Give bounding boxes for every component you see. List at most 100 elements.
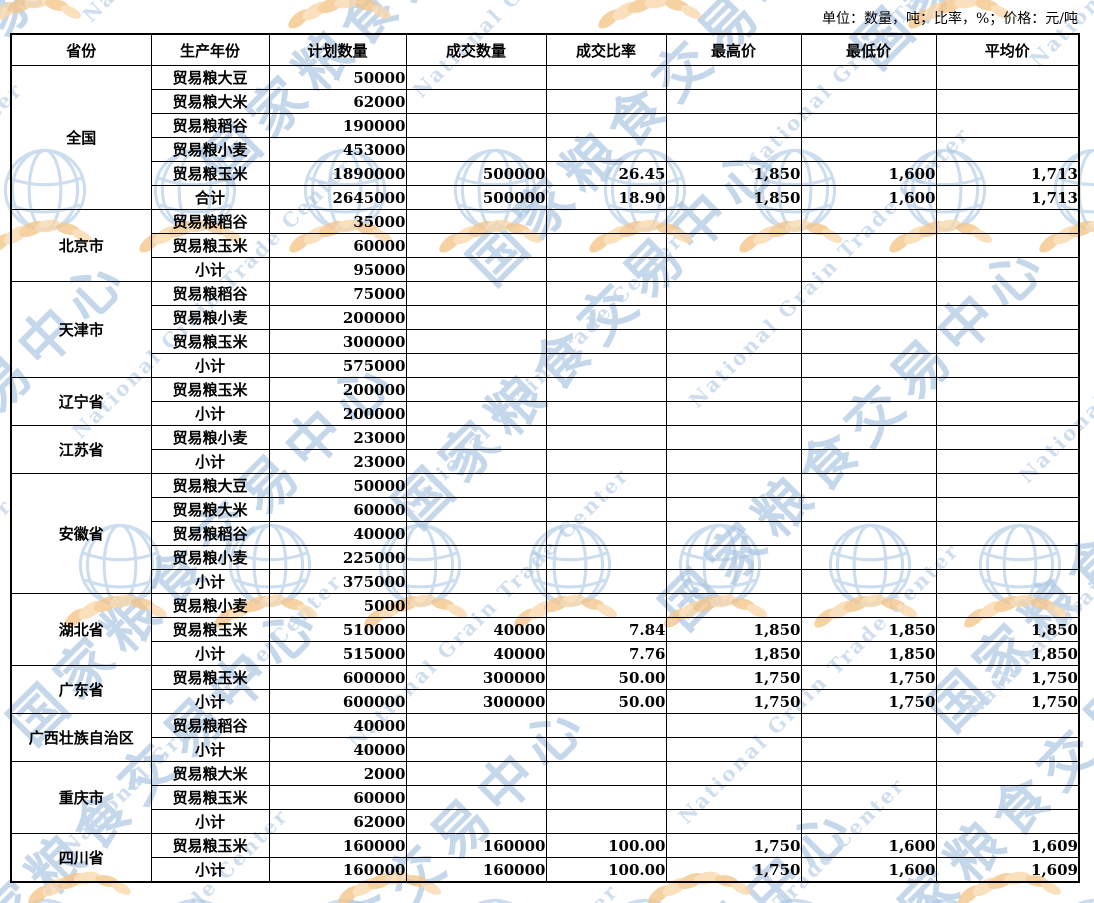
province-cell: 重庆市 [10, 761, 152, 834]
table-row: 贸易粮小麦 453000 [11, 137, 1080, 162]
table-row: 小计 200000 [11, 401, 1080, 426]
value-cell: 1,600 [800, 161, 937, 186]
value-cell [545, 809, 667, 834]
value-cell [665, 377, 802, 402]
value-cell: 1,750 [800, 665, 937, 690]
value-cell [405, 737, 547, 762]
value-cell [545, 377, 667, 402]
value-cell: 75000 [268, 281, 407, 306]
grain-type-cell: 贸易粮大米 [150, 497, 270, 522]
value-cell: 1,850 [665, 641, 802, 666]
province-cell: 湖北省 [10, 593, 152, 666]
grain-type-cell: 贸易粮玉米 [150, 833, 270, 858]
value-cell: 50.00 [545, 665, 667, 690]
value-cell: 500000 [405, 185, 547, 210]
value-cell: 2000 [268, 761, 407, 786]
value-cell: 62000 [268, 89, 407, 114]
value-cell [665, 209, 802, 234]
column-header: 省份 [10, 33, 152, 66]
value-cell: 1,850 [935, 617, 1080, 642]
grain-table: 省份 生产年份 计划数量 成交数量 成交比率 最高价 最低价 平均价 全国 贸易粮大豆 50000… [10, 33, 1080, 883]
grain-type-cell: 贸易粮小麦 [150, 425, 270, 450]
value-cell [545, 521, 667, 546]
value-cell [405, 401, 547, 426]
globe-icon [751, 896, 839, 903]
value-cell [935, 89, 1080, 114]
column-header: 最高价 [665, 33, 802, 66]
value-cell [545, 761, 667, 786]
value-cell [665, 305, 802, 330]
value-cell: 1,713 [935, 185, 1080, 210]
value-cell [935, 377, 1080, 402]
value-cell: 1,850 [935, 641, 1080, 666]
value-cell [405, 521, 547, 546]
province-cell: 安徽省 [10, 473, 152, 594]
table-row: 贸易粮大米 60000 [11, 497, 1080, 522]
value-cell: 5000 [268, 593, 407, 618]
value-cell: 600000 [268, 665, 407, 690]
value-cell [935, 761, 1080, 786]
value-cell: 62000 [268, 809, 407, 834]
grain-type-cell: 贸易粮稻谷 [150, 521, 270, 546]
column-header: 成交比率 [545, 33, 667, 66]
value-cell [800, 329, 937, 354]
value-cell [405, 425, 547, 450]
table-row: 小计 600000 300000 50.00 1,750 1,750 1,750 [11, 689, 1080, 714]
value-cell [935, 449, 1080, 474]
value-cell [405, 137, 547, 162]
value-cell [935, 353, 1080, 378]
value-cell: 160000 [268, 857, 407, 883]
value-cell [800, 281, 937, 306]
value-cell [665, 401, 802, 426]
value-cell [405, 377, 547, 402]
province-cell: 天津市 [10, 281, 152, 378]
value-cell [800, 89, 937, 114]
value-cell [545, 281, 667, 306]
value-cell [935, 713, 1080, 738]
grain-type-cell: 贸易粮大豆 [150, 473, 270, 498]
value-cell: 7.84 [545, 617, 667, 642]
value-cell [935, 809, 1080, 834]
table-row: 天津市 贸易粮稻谷 75000 [10, 281, 1080, 378]
value-cell: 35000 [268, 209, 407, 234]
value-cell [665, 809, 802, 834]
grain-type-cell: 小计 [150, 353, 270, 378]
table-row: 贸易粮玉米 300000 [11, 329, 1080, 354]
table-row: 小计 23000 [11, 449, 1080, 474]
value-cell: 60000 [268, 785, 407, 810]
value-cell [800, 257, 937, 282]
grain-type-cell: 贸易粮玉米 [150, 377, 270, 402]
value-cell: 40000 [268, 737, 407, 762]
grain-type-cell: 小计 [150, 641, 270, 666]
value-cell [935, 305, 1080, 330]
province-cell: 江苏省 [10, 425, 152, 474]
value-cell [935, 593, 1080, 618]
grain-type-cell: 贸易粮稻谷 [150, 113, 270, 138]
value-cell: 575000 [268, 353, 407, 378]
value-cell: 40000 [405, 641, 547, 666]
globe-icon [1051, 896, 1094, 903]
table-row: 小计 375000 [11, 569, 1080, 594]
grain-type-cell: 贸易粮稻谷 [150, 713, 270, 738]
column-header: 生产年份 [150, 33, 270, 66]
grain-type-cell: 贸易粮玉米 [150, 665, 270, 690]
value-cell [545, 449, 667, 474]
grain-type-cell: 小计 [150, 737, 270, 762]
watermark-en-text: National Grain Trade Center [78, 0, 369, 27]
table-row: 合计 2645000 500000 18.90 1,850 1,600 1,713 [11, 185, 1080, 210]
value-cell [935, 257, 1080, 282]
value-cell [935, 473, 1080, 498]
value-cell [405, 281, 547, 306]
value-cell: 1,600 [800, 185, 937, 210]
value-cell: 190000 [268, 113, 407, 138]
value-cell [935, 497, 1080, 522]
value-cell: 375000 [268, 569, 407, 594]
value-cell [800, 305, 937, 330]
value-cell [405, 209, 547, 234]
grain-type-cell: 贸易粮稻谷 [150, 281, 270, 306]
value-cell: 300000 [268, 329, 407, 354]
province-cell: 辽宁省 [10, 377, 152, 426]
value-cell: 1,600 [800, 833, 937, 858]
grain-type-cell: 小计 [150, 809, 270, 834]
